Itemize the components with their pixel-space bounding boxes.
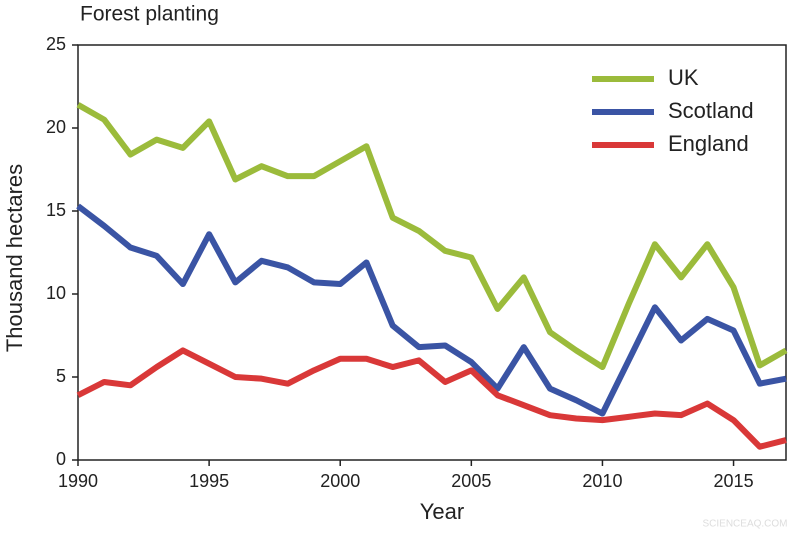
series-line — [76, 203, 787, 417]
y-tick-label: 0 — [56, 449, 66, 469]
y-tick-label: 15 — [46, 200, 66, 220]
y-axis-label: Thousand hectares — [2, 164, 27, 352]
x-tick-label: 2015 — [714, 471, 754, 491]
y-tick-label: 20 — [46, 117, 66, 137]
x-tick-label: 1995 — [189, 471, 229, 491]
y-tick-label: 5 — [56, 366, 66, 386]
x-axis-label: Year — [420, 499, 464, 524]
chart-title: Forest planting — [80, 3, 219, 26]
y-tick-label: 25 — [46, 34, 66, 54]
legend-label: England — [668, 131, 749, 156]
x-tick-label: 2000 — [320, 471, 360, 491]
x-tick-label: 2010 — [582, 471, 622, 491]
y-tick-label: 10 — [46, 283, 66, 303]
legend-label: Scotland — [668, 98, 754, 123]
series-line — [76, 347, 787, 450]
x-tick-label: 2005 — [451, 471, 491, 491]
x-tick-label: 1990 — [58, 471, 98, 491]
plot-frame — [77, 44, 787, 461]
watermark: SCIENCEAQ.COM — [702, 519, 787, 530]
series-line — [76, 102, 788, 371]
legend-label: UK — [668, 65, 699, 90]
